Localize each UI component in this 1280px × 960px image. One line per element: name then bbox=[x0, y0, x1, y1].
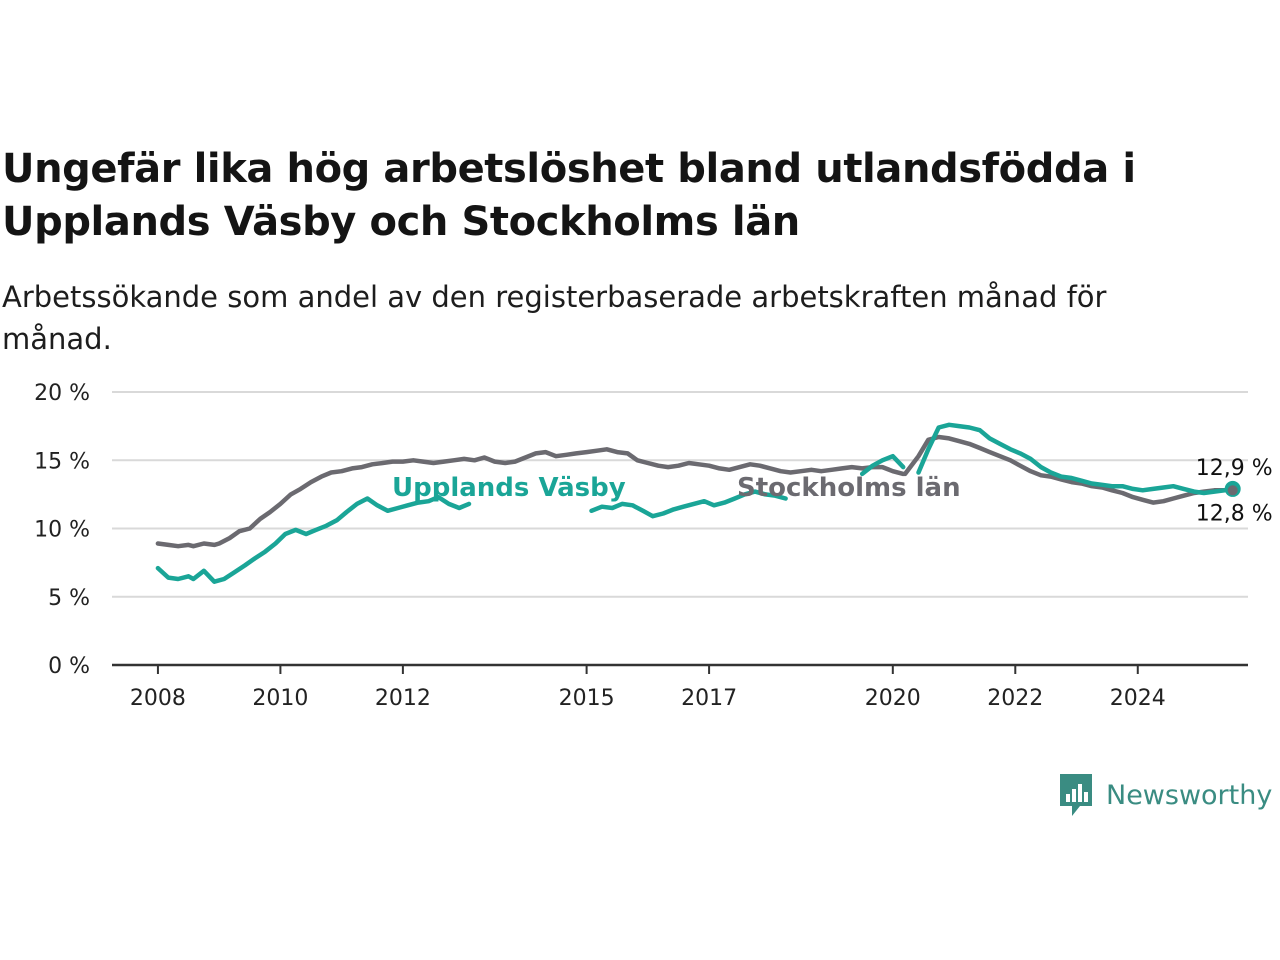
y-tick-label: 0 % bbox=[48, 654, 90, 679]
y-tick-label: 20 % bbox=[34, 381, 90, 406]
series-line-upplands-vasby bbox=[589, 489, 788, 519]
x-tick-label: 2017 bbox=[681, 686, 737, 711]
x-tick-label: 2015 bbox=[559, 686, 615, 711]
axes: 0 % 5 % 10 % 15 % 20 % 2008 2010 2012 2015 2017 20… bbox=[34, 381, 1248, 711]
series-line-stockholms-lan bbox=[902, 434, 1235, 505]
x-tick-label: 2024 bbox=[1110, 686, 1166, 711]
x-tick-label: 2012 bbox=[375, 686, 431, 711]
newsworthy-brand: Newsworthy bbox=[1058, 772, 1272, 818]
series-line-upplands-vasby bbox=[859, 453, 906, 477]
x-tick-label: 2010 bbox=[252, 686, 308, 711]
chart-subtitle: Arbetssökande som andel av den registerb… bbox=[2, 280, 1107, 356]
newsworthy-logo-icon bbox=[1060, 774, 1092, 816]
end-value-label: 12,8 % bbox=[1196, 501, 1273, 526]
y-tick-label: 5 % bbox=[48, 586, 90, 611]
end-point-stockholms-lan bbox=[1227, 485, 1238, 496]
series-line-upplands-vasby bbox=[155, 494, 472, 584]
brand-name: Newsworthy bbox=[1106, 779, 1273, 811]
x-tick-label: 2022 bbox=[987, 686, 1043, 711]
grid-lines bbox=[112, 391, 1248, 598]
series-line-upplands-vasby bbox=[916, 422, 1235, 496]
series-label-upplands-vasby: Upplands Väsby bbox=[392, 473, 626, 503]
series-lines bbox=[155, 422, 1235, 584]
labels: 12,9 % 12,8 % Upplands Väsby Stockholms län bbox=[392, 456, 1273, 526]
x-tick-label: 2008 bbox=[130, 686, 186, 711]
chart-title: Ungefär lika hög arbetslöshet bland utla… bbox=[2, 146, 1136, 245]
y-tick-label: 10 % bbox=[34, 518, 90, 543]
series-line-stockholms-lan bbox=[155, 447, 906, 549]
x-tick-label: 2020 bbox=[865, 686, 921, 711]
series-label-stockholms-lan: Stockholms län bbox=[737, 473, 961, 503]
y-tick-label: 15 % bbox=[34, 449, 90, 474]
end-value-label: 12,9 % bbox=[1196, 456, 1273, 481]
